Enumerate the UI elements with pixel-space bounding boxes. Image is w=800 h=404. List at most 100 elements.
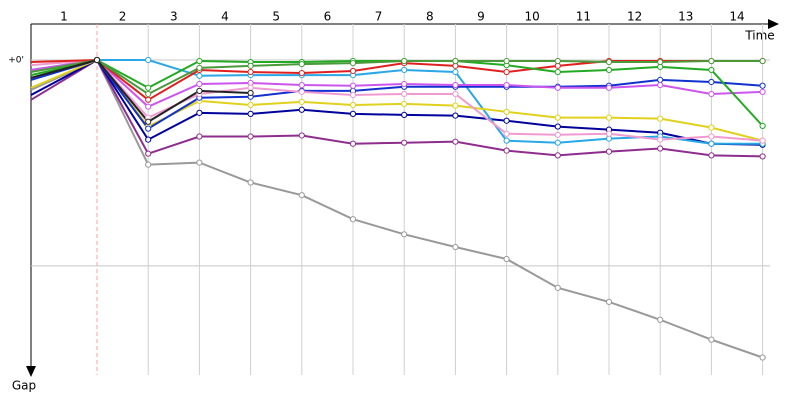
lap-point bbox=[503, 108, 510, 115]
lap-point bbox=[401, 90, 408, 98]
lap-point bbox=[298, 69, 305, 77]
lap-point bbox=[657, 58, 664, 66]
lap-point bbox=[145, 161, 152, 168]
lap-point bbox=[554, 114, 561, 121]
lap-point bbox=[657, 316, 664, 323]
lap-point bbox=[452, 102, 459, 109]
lap-point bbox=[298, 61, 305, 68]
lap-point bbox=[554, 139, 561, 146]
lap-point bbox=[708, 124, 715, 131]
lap-label: 3 bbox=[170, 10, 178, 24]
lap-point bbox=[401, 80, 408, 88]
lap-label: 13 bbox=[678, 10, 693, 24]
lap-point bbox=[93, 56, 101, 64]
plot bbox=[30, 56, 766, 361]
lap-point bbox=[298, 106, 305, 113]
lap-point bbox=[452, 243, 459, 251]
lap-point bbox=[503, 81, 510, 89]
lap-point bbox=[503, 117, 510, 124]
lap-label: 1 bbox=[60, 10, 68, 24]
lap-point bbox=[657, 145, 664, 152]
lap-point bbox=[554, 131, 561, 138]
lap-point bbox=[452, 138, 459, 145]
lap-point bbox=[145, 136, 152, 143]
lap-point bbox=[708, 78, 715, 86]
lap-point bbox=[452, 90, 459, 98]
lap-point bbox=[605, 58, 613, 66]
lap-point bbox=[247, 133, 254, 140]
lap-point bbox=[708, 152, 715, 159]
lap-label: 11 bbox=[576, 10, 591, 24]
lap-point bbox=[145, 96, 152, 103]
lap-label: 9 bbox=[477, 10, 485, 24]
lap-point bbox=[401, 66, 408, 74]
lap-point bbox=[196, 159, 203, 166]
lap-point bbox=[401, 57, 408, 65]
lap-point bbox=[145, 150, 152, 157]
lap-point bbox=[605, 84, 613, 91]
lap-point bbox=[503, 255, 510, 263]
series-line bbox=[30, 58, 763, 146]
lap-point bbox=[145, 56, 152, 64]
lap-point bbox=[759, 57, 766, 65]
lap-point bbox=[503, 147, 510, 154]
lap-point bbox=[196, 109, 203, 116]
lap-point bbox=[452, 112, 459, 119]
lap-point bbox=[247, 110, 254, 117]
lap-point bbox=[401, 100, 408, 108]
lap-point bbox=[401, 139, 408, 146]
lap-point bbox=[349, 59, 357, 67]
lap-point bbox=[759, 137, 766, 144]
lap-point bbox=[657, 81, 664, 89]
grid: 1 2 3 4 5 6 7 8 9 10 11 12 13 14+0' bbox=[8, 10, 770, 375]
lap-point bbox=[247, 89, 254, 97]
lap-point bbox=[196, 72, 203, 79]
lap-point bbox=[554, 284, 561, 291]
lap-point bbox=[605, 114, 613, 121]
lap-point bbox=[298, 98, 305, 105]
lap-point bbox=[554, 57, 561, 65]
lap-point bbox=[349, 101, 357, 109]
lap-point bbox=[452, 68, 459, 76]
x-axis-label: Time bbox=[744, 29, 774, 43]
time-arrow bbox=[768, 19, 779, 29]
lap-label: 8 bbox=[426, 10, 434, 24]
lap-point bbox=[503, 130, 510, 137]
y-tick-label: +0' bbox=[8, 56, 24, 66]
lap-point bbox=[349, 67, 357, 75]
lap-point bbox=[708, 66, 715, 74]
lap-point bbox=[196, 80, 203, 88]
series-line bbox=[30, 59, 763, 145]
gap-arrow bbox=[26, 366, 36, 377]
lap-point bbox=[452, 57, 459, 65]
lap-point bbox=[145, 90, 152, 98]
lap-point bbox=[349, 82, 357, 89]
lap-point bbox=[657, 76, 664, 84]
lap-point bbox=[196, 57, 203, 65]
lap-point bbox=[145, 118, 152, 125]
lap-point bbox=[708, 336, 715, 343]
lap-point bbox=[554, 123, 561, 130]
lap-point bbox=[503, 137, 510, 144]
lap-point bbox=[605, 148, 613, 155]
lap-point bbox=[657, 115, 664, 122]
lap-point bbox=[401, 231, 408, 238]
lap-point bbox=[759, 88, 766, 96]
lap-point bbox=[554, 152, 561, 159]
lap-point bbox=[196, 64, 203, 71]
lap-label: 6 bbox=[324, 10, 332, 24]
lap-point bbox=[503, 68, 510, 76]
lap-point bbox=[349, 91, 357, 99]
lap-point bbox=[247, 101, 254, 109]
lap-point bbox=[247, 84, 254, 91]
lap-point bbox=[554, 84, 561, 91]
lap-point bbox=[145, 84, 152, 91]
lap-point bbox=[401, 111, 408, 119]
lap-point bbox=[247, 179, 254, 186]
lap-point bbox=[247, 68, 254, 76]
lap-point bbox=[657, 136, 664, 143]
lap-point bbox=[708, 57, 715, 65]
lap-point bbox=[759, 82, 766, 89]
lap-point bbox=[349, 216, 357, 223]
